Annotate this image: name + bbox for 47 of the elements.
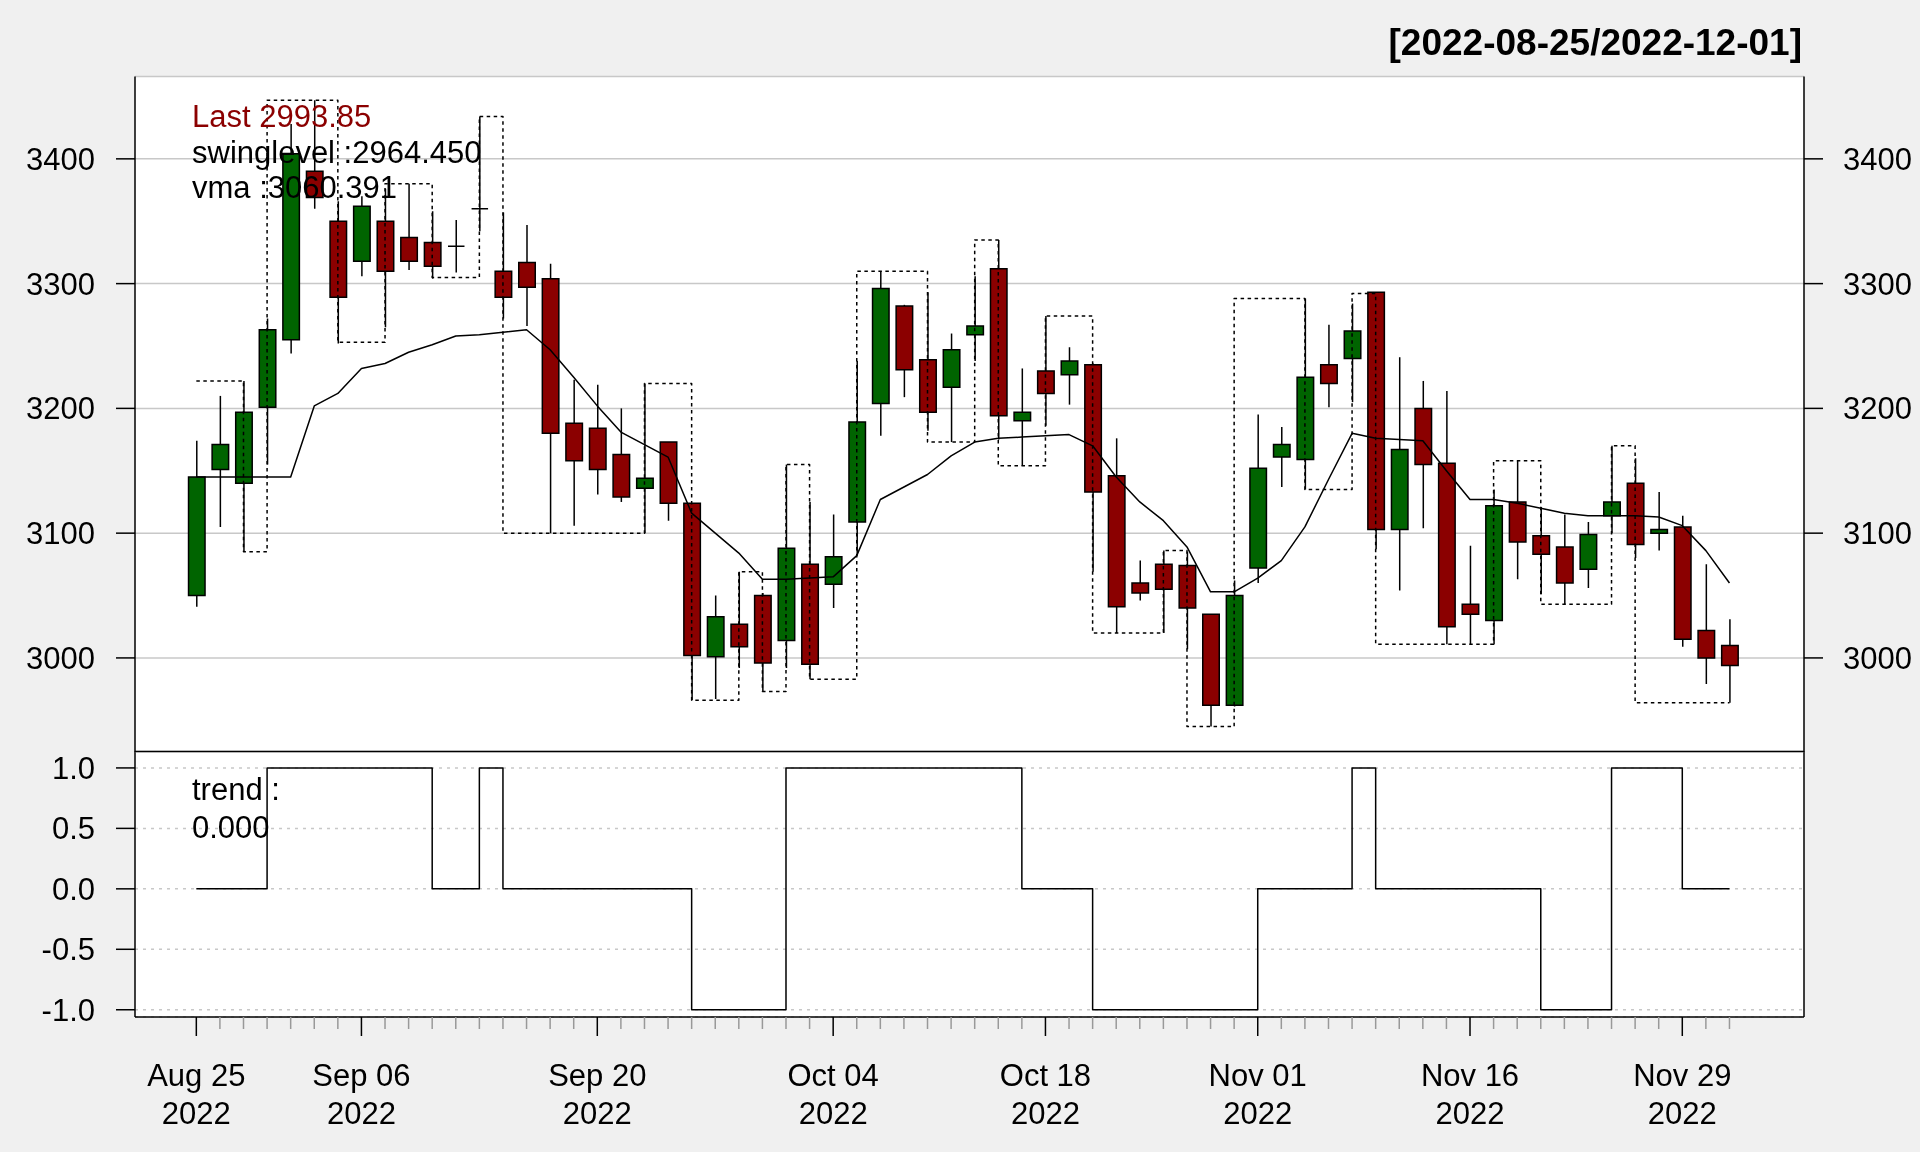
candlestick (1602, 445, 1621, 534)
candlestick (1319, 324, 1338, 408)
candlestick (423, 210, 442, 280)
candlestick (1626, 457, 1645, 559)
x-tick-label: Nov 01 2022 (1208, 1058, 1307, 1131)
candlestick (918, 291, 937, 432)
y-tick-label: 0.5 (51, 811, 95, 847)
candlestick (848, 360, 867, 557)
y-tick-label: 3000 (26, 640, 95, 676)
candlestick (1461, 544, 1480, 645)
chart-title: [2022-08-25/2022-12-01] (1388, 22, 1802, 63)
candlestick (329, 200, 348, 345)
y2-tick-label: 3100 (1843, 516, 1912, 552)
candlestick (1060, 346, 1079, 406)
candlestick (400, 183, 419, 271)
x-tick-label: Nov 16 2022 (1420, 1058, 1520, 1131)
y-tick-label: 3100 (26, 516, 95, 552)
candlestick (1013, 367, 1032, 467)
candlestick (447, 219, 466, 274)
candlestick (234, 380, 253, 553)
y-tick-label: 3200 (26, 391, 95, 427)
y-tick-label: 1.0 (51, 750, 95, 786)
x-tick-label: Nov 29 2022 (1633, 1058, 1732, 1131)
y-tick-label: 3400 (26, 141, 95, 177)
y-tick-label: -1.0 (41, 992, 95, 1028)
x-tick-label: Oct 04 2022 (787, 1058, 879, 1131)
candlestick (1084, 362, 1103, 573)
candlestick (1650, 491, 1669, 552)
x-tick-label: Aug 25 2022 (147, 1058, 246, 1131)
candlestick (753, 592, 772, 693)
candlestick (1343, 302, 1362, 403)
y2-tick-label: 3400 (1843, 141, 1912, 177)
candlestick (1154, 549, 1173, 634)
y-tick-label: 3300 (26, 266, 95, 302)
x-tick-label: Oct 18 2022 (999, 1058, 1092, 1131)
y2-tick-label: 3200 (1843, 391, 1912, 427)
candlestick (1131, 559, 1150, 602)
x-tick-label: Sep 20 2022 (548, 1058, 647, 1131)
x-tick-label: Sep 06 2022 (312, 1058, 411, 1131)
y-tick-label: -0.5 (41, 932, 95, 968)
candlestick (966, 275, 985, 362)
candlestick (635, 382, 654, 534)
y2-tick-label: 3300 (1843, 266, 1912, 302)
y-tick-label: 0.0 (51, 871, 95, 907)
candlestick (1036, 315, 1055, 427)
candlestick (1272, 426, 1291, 488)
y2-tick-label: 3000 (1843, 640, 1912, 676)
